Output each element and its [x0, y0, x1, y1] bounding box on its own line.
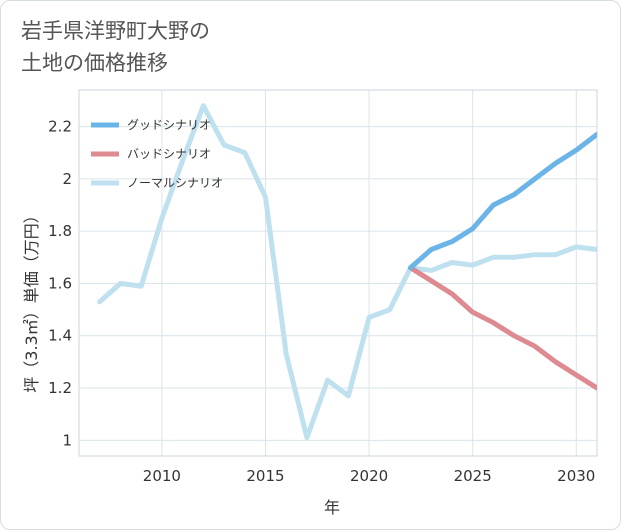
- chart-grid: [79, 90, 597, 456]
- axis-ticks: 1 1.2 1.4 1.6 1.8 2 2.2 2010 2015 2020 2025 2030: [48, 118, 595, 485]
- legend-label: ノーマルシナリオ: [127, 176, 223, 190]
- x-tick-label: 2020: [350, 467, 388, 485]
- x-tick-label: 2010: [143, 467, 181, 485]
- series-line-1: [408, 131, 597, 271]
- x-tick-label: 2015: [246, 467, 284, 485]
- x-axis-title: 年: [324, 498, 340, 517]
- legend-label: バッドシナリオ: [127, 147, 211, 161]
- plot-frame: [78, 89, 598, 457]
- y-tick-label: 2: [62, 170, 72, 188]
- y-tick-label: 1: [62, 431, 72, 449]
- series-line-2: [408, 265, 597, 391]
- series-line-3: [97, 103, 597, 441]
- y-axis-title: 坪（3.3㎡）単価（万円）: [22, 207, 41, 392]
- y-tick-label: 1.2: [48, 379, 72, 397]
- page-title: 岩手県洋野町大野の 土地の価格推移: [21, 19, 210, 75]
- y-tick-label: 2.2: [48, 118, 72, 136]
- y-tick-label: 1.8: [48, 222, 72, 240]
- legend-item-1[interactable]: グッドシナリオ: [91, 118, 211, 132]
- y-tick-label: 1.6: [48, 274, 72, 292]
- legend-item-3[interactable]: ノーマルシナリオ: [91, 176, 223, 190]
- x-tick-label: 2030: [557, 467, 595, 485]
- y-tick-label: 1.4: [48, 327, 72, 345]
- x-tick-label: 2025: [454, 467, 492, 485]
- series-layer: [97, 103, 597, 441]
- legend-label: グッドシナリオ: [127, 118, 211, 132]
- legend-item-2[interactable]: バッドシナリオ: [91, 147, 211, 161]
